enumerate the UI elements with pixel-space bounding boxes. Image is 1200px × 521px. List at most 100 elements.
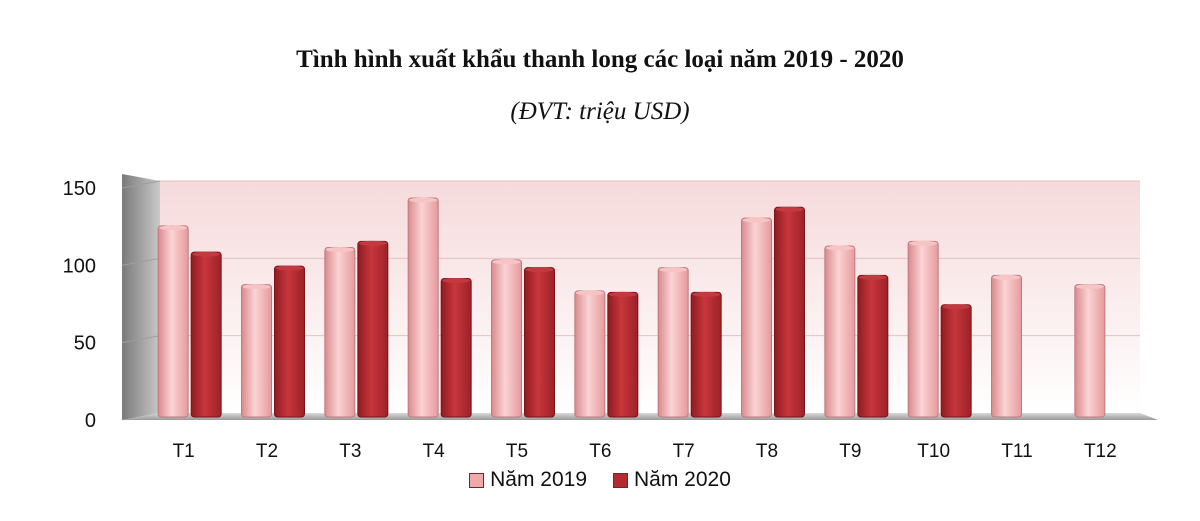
bar-năm-2019-t9 bbox=[824, 245, 856, 418]
bar-top bbox=[492, 259, 521, 265]
bar-năm-2019-t3 bbox=[324, 247, 356, 418]
y-tick-label: 0 bbox=[85, 410, 96, 432]
bar-năm-2020-t9 bbox=[857, 274, 889, 418]
bar-body bbox=[991, 274, 1022, 418]
bar-body bbox=[407, 197, 439, 418]
bar-top bbox=[825, 245, 854, 251]
bar-năm-2019-t2 bbox=[241, 284, 272, 418]
bar-năm-2020-t1 bbox=[190, 251, 222, 418]
chart-title: Tình hình xuất khẩu thanh long các loại … bbox=[296, 46, 904, 73]
y-tick-label: 150 bbox=[63, 178, 96, 200]
x-tick-label: T11 bbox=[1001, 441, 1032, 462]
bar-top bbox=[942, 304, 971, 310]
bar-top bbox=[242, 284, 271, 290]
gridline-side bbox=[121, 335, 161, 344]
x-tick-label: T9 bbox=[839, 441, 861, 462]
bar-năm-2019-t6 bbox=[574, 290, 606, 418]
chart-back-wall bbox=[160, 181, 1140, 413]
bar-năm-2020-t8 bbox=[774, 206, 805, 418]
legend-swatch-2020 bbox=[613, 472, 628, 488]
x-tick-label: T4 bbox=[423, 441, 446, 462]
bar-năm-2019-t5 bbox=[491, 259, 522, 418]
bar-body bbox=[157, 225, 189, 418]
legend-label-2020: Năm 2020 bbox=[634, 468, 731, 491]
bar-năm-2020-t3 bbox=[357, 240, 389, 418]
x-tick-label: T2 bbox=[256, 441, 278, 462]
bar-body bbox=[607, 291, 639, 418]
chart-subtitle: (ĐVT: triệu USD) bbox=[510, 98, 690, 125]
bar-body bbox=[824, 245, 856, 418]
gridline-side bbox=[121, 180, 161, 189]
bar-body bbox=[690, 291, 722, 418]
bar-năm-2019-t1 bbox=[157, 225, 189, 418]
x-tick-label: T5 bbox=[506, 441, 528, 462]
y-tick-label: 50 bbox=[74, 333, 96, 355]
legend-swatch-2019 bbox=[469, 472, 485, 488]
bar-top bbox=[608, 291, 637, 297]
bar-năm-2020-t6 bbox=[607, 291, 639, 418]
bar-body bbox=[357, 240, 389, 418]
bar-body bbox=[1074, 284, 1106, 418]
bar-năm-2020-t2 bbox=[274, 265, 305, 418]
bar-top bbox=[575, 290, 604, 296]
bar-năm-2019-t11 bbox=[991, 274, 1022, 418]
bar-body bbox=[741, 217, 772, 418]
bar-top bbox=[325, 247, 354, 253]
bar-top bbox=[192, 251, 221, 257]
gridline-side bbox=[121, 257, 161, 266]
bar-top bbox=[275, 265, 304, 271]
bar-body bbox=[940, 304, 972, 418]
bar-top bbox=[159, 225, 188, 231]
bar-top bbox=[692, 291, 721, 297]
bar-body bbox=[657, 267, 689, 418]
legend-item-2020: Năm 2020 bbox=[613, 468, 731, 492]
bar-body bbox=[491, 259, 522, 418]
bar-top bbox=[858, 274, 887, 280]
y-tick-label: 100 bbox=[63, 255, 96, 277]
chart-side-wall bbox=[122, 174, 160, 420]
bar-body bbox=[324, 247, 356, 418]
bar-năm-2019-t12 bbox=[1074, 284, 1106, 418]
legend-item-2019: Năm 2019 bbox=[469, 468, 587, 492]
bar-body bbox=[774, 206, 805, 418]
bar-top bbox=[775, 206, 804, 212]
bar-năm-2020-t5 bbox=[524, 267, 555, 418]
bar-top bbox=[659, 267, 688, 273]
bar-top bbox=[1075, 284, 1104, 290]
chart-bars bbox=[157, 197, 1106, 418]
bar-top bbox=[525, 267, 554, 273]
bar-body bbox=[241, 284, 272, 418]
x-tick-label: T12 bbox=[1084, 441, 1117, 462]
bar-top bbox=[358, 240, 387, 246]
bar-top bbox=[742, 217, 771, 223]
bar-năm-2020-t7 bbox=[690, 291, 722, 418]
bar-năm-2020-t10 bbox=[940, 304, 972, 418]
bar-năm-2019-t8 bbox=[741, 217, 772, 418]
x-tick-label: T8 bbox=[756, 441, 778, 462]
x-tick-label: T6 bbox=[589, 441, 611, 462]
bar-top bbox=[442, 277, 471, 283]
bar-body bbox=[857, 274, 889, 418]
bar-top bbox=[992, 274, 1021, 280]
bar-năm-2019-t10 bbox=[907, 240, 939, 418]
bar-top bbox=[409, 197, 438, 203]
x-tick-label: T1 bbox=[173, 441, 195, 462]
legend: Năm 2019 Năm 2020 bbox=[0, 468, 1200, 492]
legend-label-2019: Năm 2019 bbox=[490, 468, 587, 491]
x-tick-label: T3 bbox=[339, 441, 361, 462]
bar-top bbox=[909, 240, 938, 246]
bar-body bbox=[907, 240, 939, 418]
x-tick-label: T7 bbox=[673, 441, 695, 462]
bar-body bbox=[574, 290, 606, 418]
bar-năm-2020-t4 bbox=[440, 277, 472, 418]
x-tick-label: T10 bbox=[917, 441, 950, 462]
bar-năm-2019-t4 bbox=[407, 197, 439, 418]
bar-body bbox=[440, 277, 472, 418]
bar-body bbox=[274, 265, 305, 418]
bar-body bbox=[524, 267, 555, 418]
chart-gridlines bbox=[121, 180, 1140, 344]
bar-năm-2019-t7 bbox=[657, 267, 689, 418]
bar-body bbox=[190, 251, 222, 418]
chart-axes: 0 50 100 150 T1 T2 T3 T4 T5 T6 T7 T8 T9 T10 T11 T12 bbox=[63, 178, 1117, 462]
